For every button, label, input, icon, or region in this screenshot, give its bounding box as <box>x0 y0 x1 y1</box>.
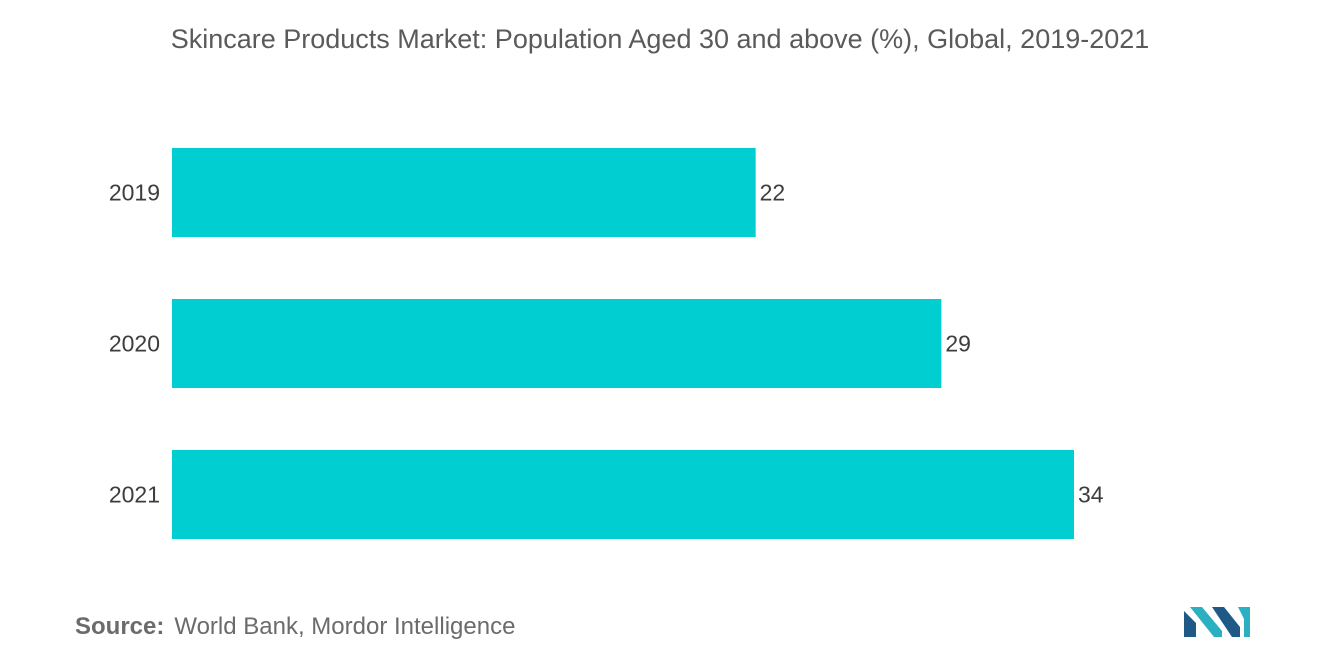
y-tick-label-2019: 2019 <box>109 180 160 206</box>
source-label: Source: <box>75 613 165 640</box>
mordor-intelligence-logo <box>1184 607 1250 637</box>
logo-shape-mid2 <box>1212 607 1240 637</box>
bars-layer: 2019 22 2020 29 2021 34 <box>109 148 1104 539</box>
logo-shape-right <box>1238 607 1250 637</box>
bar-2020 <box>172 299 942 388</box>
y-tick-label-2020: 2020 <box>109 331 160 357</box>
chart-title: Skincare Products Market: Population Age… <box>170 24 1150 54</box>
source-text: World Bank, Mordor Intelligence <box>174 613 516 640</box>
logo-shape-mid <box>1190 607 1222 637</box>
data-label-2021: 34 <box>1078 482 1104 508</box>
logo-shape-left <box>1184 611 1196 637</box>
y-tick-label-2021: 2021 <box>109 482 160 508</box>
data-label-2020: 29 <box>945 331 971 357</box>
bar-2019 <box>172 148 756 237</box>
bar-chart: 2019 22 2020 29 2021 34 <box>109 148 1104 539</box>
source-note: Source: World Bank, Mordor Intelligence <box>75 613 515 641</box>
data-label-2019: 22 <box>760 180 786 206</box>
bar-2021 <box>172 450 1074 539</box>
